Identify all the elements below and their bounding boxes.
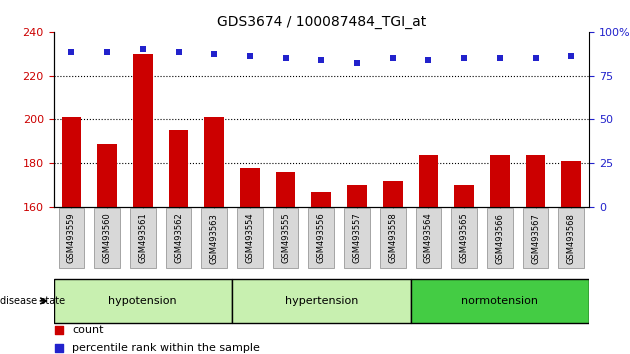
Text: count: count [72, 325, 104, 335]
FancyBboxPatch shape [273, 208, 299, 268]
Point [423, 57, 433, 63]
Bar [454, 185, 474, 207]
Point [365, 277, 375, 283]
Bar [276, 172, 295, 207]
Point [316, 57, 326, 63]
Bar [97, 144, 117, 207]
Bar [204, 117, 224, 207]
Text: GSM493562: GSM493562 [174, 213, 183, 263]
Point [566, 53, 576, 59]
Text: GSM493561: GSM493561 [139, 213, 147, 263]
Bar [311, 192, 331, 207]
Text: GSM493560: GSM493560 [103, 213, 112, 263]
Point [387, 55, 398, 61]
Point [209, 51, 219, 57]
FancyBboxPatch shape [59, 208, 84, 268]
Bar [525, 154, 546, 207]
Point [138, 47, 148, 52]
FancyBboxPatch shape [416, 208, 441, 268]
Bar [383, 181, 403, 207]
Text: GSM493559: GSM493559 [67, 213, 76, 263]
Text: GSM493564: GSM493564 [424, 213, 433, 263]
Point [102, 49, 112, 55]
Text: hypertension: hypertension [285, 296, 358, 306]
FancyBboxPatch shape [130, 208, 156, 268]
FancyBboxPatch shape [380, 208, 406, 268]
Point [280, 55, 290, 61]
Bar [561, 161, 581, 207]
FancyBboxPatch shape [558, 208, 584, 268]
FancyBboxPatch shape [451, 208, 477, 268]
Bar [62, 117, 81, 207]
Point [365, 118, 375, 124]
FancyBboxPatch shape [344, 208, 370, 268]
Bar [418, 154, 438, 207]
Text: GSM493566: GSM493566 [495, 213, 504, 263]
Text: disease state: disease state [0, 296, 65, 306]
Text: GSM493565: GSM493565 [460, 213, 469, 263]
FancyBboxPatch shape [94, 208, 120, 268]
FancyBboxPatch shape [237, 208, 263, 268]
Bar [133, 54, 152, 207]
Point [530, 55, 541, 61]
Point [495, 55, 505, 61]
Text: hypotension: hypotension [108, 296, 177, 306]
FancyBboxPatch shape [309, 208, 334, 268]
Text: percentile rank within the sample: percentile rank within the sample [72, 343, 260, 353]
FancyBboxPatch shape [523, 208, 548, 268]
Point [352, 60, 362, 65]
Title: GDS3674 / 100087484_TGI_at: GDS3674 / 100087484_TGI_at [217, 16, 426, 29]
Text: GSM493554: GSM493554 [246, 213, 255, 263]
Point [66, 49, 76, 55]
Text: GSM493558: GSM493558 [388, 213, 397, 263]
Bar [347, 185, 367, 207]
FancyBboxPatch shape [202, 208, 227, 268]
FancyBboxPatch shape [487, 208, 513, 268]
Bar [490, 154, 510, 207]
Text: GSM493568: GSM493568 [567, 213, 576, 263]
Text: GSM493555: GSM493555 [281, 213, 290, 263]
Bar [240, 168, 260, 207]
FancyBboxPatch shape [54, 279, 232, 323]
Text: GSM493556: GSM493556 [317, 213, 326, 263]
Text: GSM493567: GSM493567 [531, 213, 540, 263]
Text: normotension: normotension [461, 296, 538, 306]
FancyBboxPatch shape [232, 279, 411, 323]
Point [173, 49, 183, 55]
Bar [169, 130, 188, 207]
Point [245, 53, 255, 59]
Point [459, 55, 469, 61]
Text: GSM493563: GSM493563 [210, 213, 219, 263]
FancyBboxPatch shape [411, 279, 589, 323]
FancyBboxPatch shape [166, 208, 192, 268]
Text: GSM493557: GSM493557 [353, 213, 362, 263]
